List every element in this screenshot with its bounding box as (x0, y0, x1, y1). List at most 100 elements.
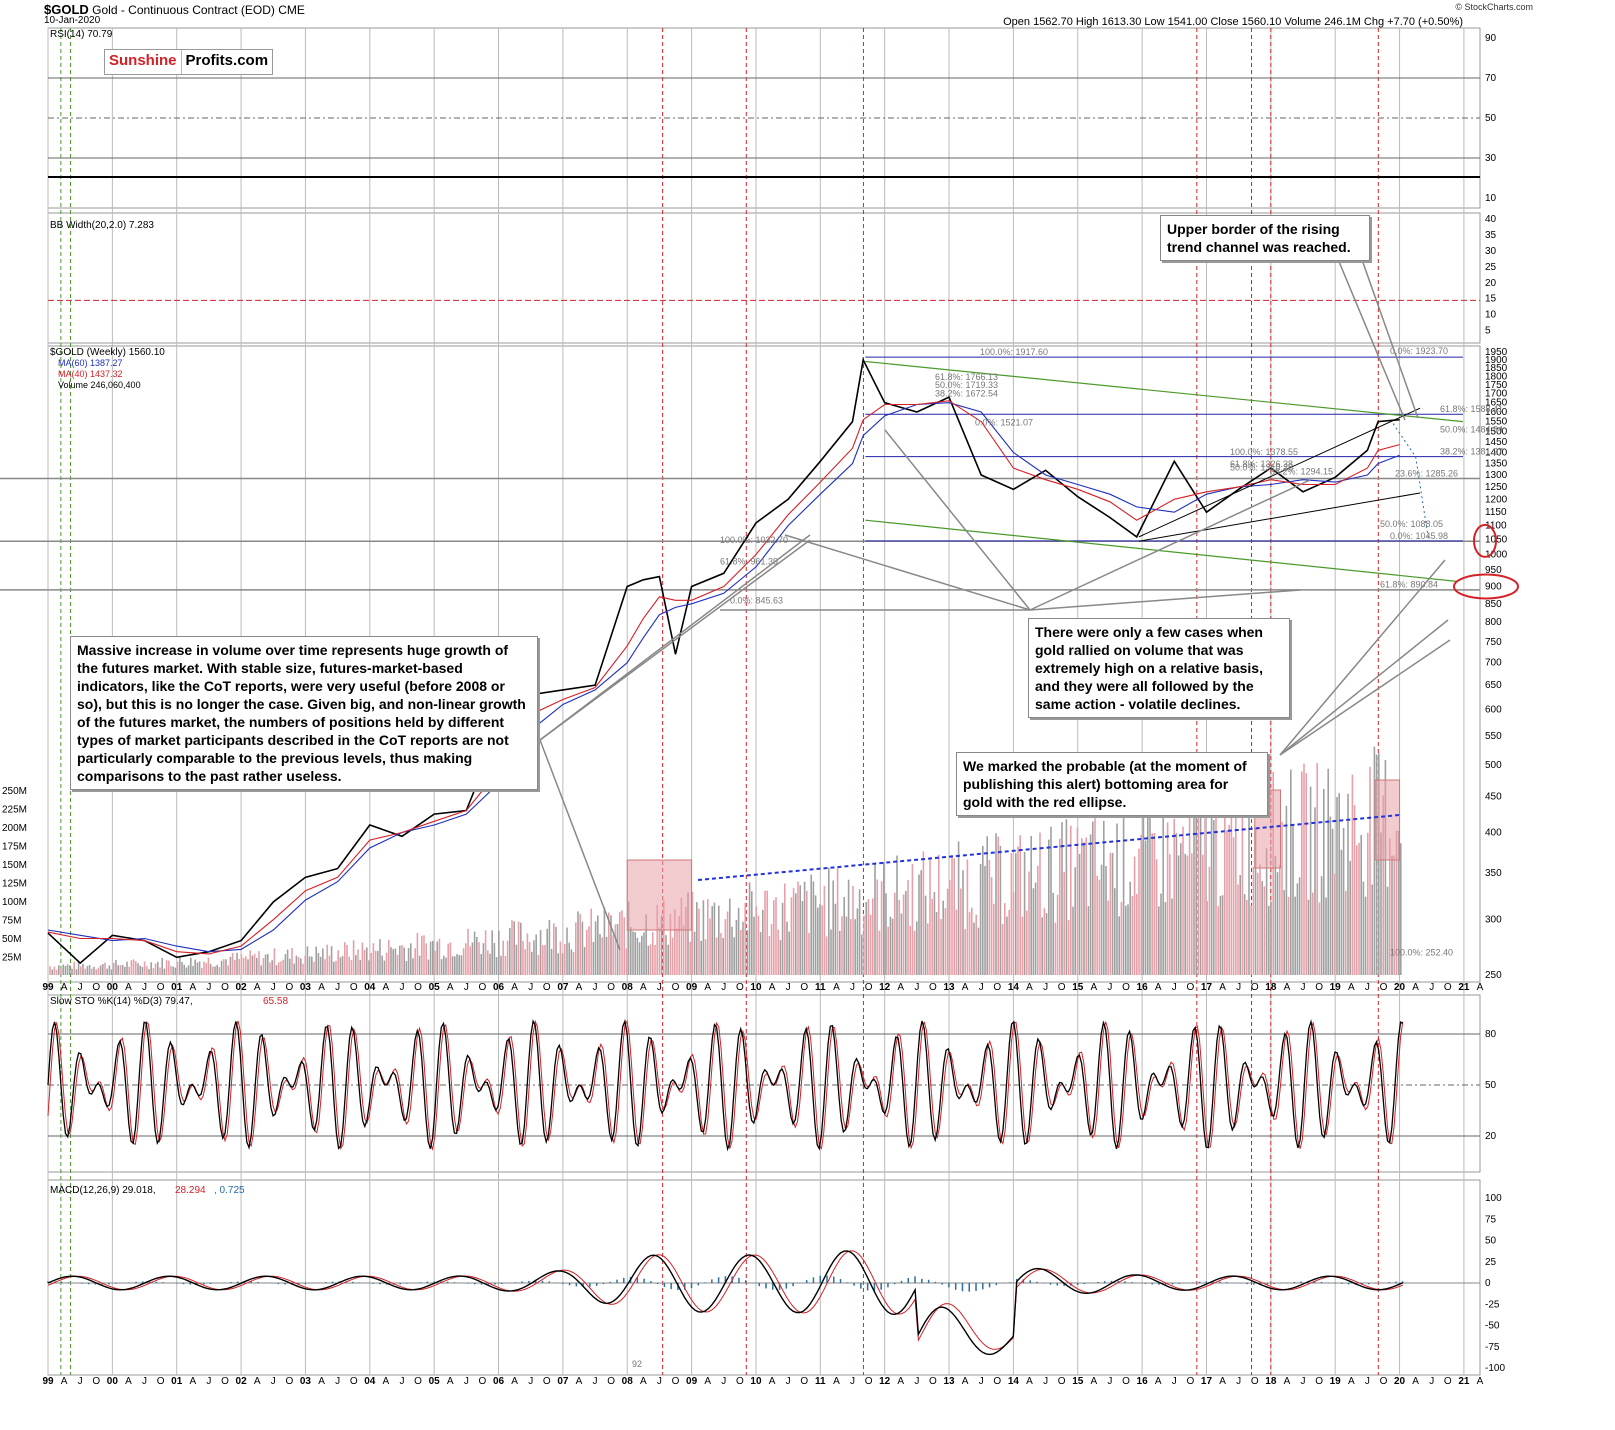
fib-label: 100.0%: 1032.70 (720, 535, 788, 545)
volume-tick: 200M (2, 823, 27, 834)
bb-tick: 40 (1485, 214, 1497, 225)
volume-highlight (626, 859, 693, 931)
x-tick-label: A (769, 1376, 776, 1387)
chart-date: 10-Jan-2020 (44, 15, 101, 26)
logo-part2: Profits.com (180, 50, 273, 74)
x-tick-label: A (125, 1376, 132, 1387)
x-tick-label: O (672, 1376, 680, 1387)
x-tick-label: J (914, 982, 919, 993)
x-tick-label: J (528, 982, 533, 993)
x-tick-label: J (1365, 982, 1370, 993)
ma60-label: MA(60) 1387.27 (58, 358, 123, 368)
price-tick: 1100 (1485, 521, 1507, 532)
ma60-line (47, 402, 1400, 953)
bb-tick: 10 (1485, 310, 1497, 321)
x-tick-label: J (786, 982, 791, 993)
x-tick-label: A (61, 982, 68, 993)
price-tick: 650 (1485, 680, 1502, 691)
copyright: © StockCharts.com (1455, 2, 1533, 12)
bb-tick: 15 (1485, 294, 1497, 305)
macd-line (47, 1250, 1404, 1356)
x-tick-label: O (350, 1376, 358, 1387)
fib-label: 61.8%: 890.84 (1380, 580, 1438, 590)
x-tick-label: 19 (1330, 982, 1342, 993)
x-tick-label: A (511, 982, 518, 993)
x-tick-label: 05 (429, 982, 441, 993)
x-tick-label: 10 (750, 982, 762, 993)
x-tick-label: J (850, 982, 855, 993)
macd-tick: -75 (1485, 1342, 1500, 1353)
x-tick-label: 09 (686, 982, 698, 993)
x-tick-label: O (1186, 982, 1194, 993)
x-tick-label: A (704, 982, 711, 993)
x-tick-label: J (1043, 982, 1048, 993)
x-tick-label: J (1301, 982, 1306, 993)
x-tick-label: J (1043, 1376, 1048, 1387)
x-tick-label: J (206, 982, 211, 993)
projected-path (1392, 423, 1430, 540)
fib-label: 38.2%: 1294.15 (1270, 466, 1333, 476)
x-tick-label: J (142, 1376, 147, 1387)
callout-arrow (1279, 559, 1446, 756)
bb-tick: 35 (1485, 230, 1497, 241)
fib-label: 50.0%: 1088.05 (1380, 519, 1443, 529)
price-tick: 1750 (1485, 380, 1508, 391)
green-trendline (865, 360, 1464, 423)
x-tick-label: A (254, 1376, 261, 1387)
callout-arrow (884, 429, 1031, 611)
callout-arrow (1329, 239, 1406, 421)
x-tick-label: 17 (1201, 982, 1213, 993)
price-tick: 450 (1485, 792, 1502, 803)
target-ellipse-small (1473, 523, 1497, 558)
x-tick-label: O (1444, 982, 1452, 993)
x-tick-label: A (447, 982, 454, 993)
x-tick-label: 02 (236, 982, 248, 993)
price-tick: 950 (1485, 565, 1502, 576)
x-tick-label: 14 (1008, 1376, 1020, 1387)
volume-tick: 25M (2, 953, 21, 964)
sto-label: Slow STO %K(14) %D(3) 79.47, (50, 996, 193, 1007)
x-tick-label: A (704, 1376, 711, 1387)
annotation-bottoming: We marked the probable (at the moment of… (956, 752, 1268, 816)
x-tick-label: O (736, 1376, 744, 1387)
x-tick-label: J (1429, 1376, 1434, 1387)
x-tick-label: J (1107, 1376, 1112, 1387)
x-tick-label: O (543, 982, 551, 993)
macd-tick: 50 (1485, 1236, 1497, 1247)
rsi-tick: 10 (1485, 193, 1497, 204)
price-tick: 1850 (1485, 363, 1508, 374)
x-tick-label: 07 (557, 982, 569, 993)
x-tick-label: O (350, 982, 358, 993)
x-tick-label: A (640, 982, 647, 993)
x-tick-label: J (657, 1376, 662, 1387)
x-tick-label: O (1315, 1376, 1323, 1387)
x-tick-label: 01 (171, 982, 183, 993)
volume-tick: 125M (2, 879, 27, 890)
bb-tick: 30 (1485, 246, 1497, 257)
x-tick-label: A (1219, 1376, 1226, 1387)
x-tick-label: O (929, 982, 937, 993)
price-tick: 1000 (1485, 550, 1508, 561)
x-tick-label: 15 (1072, 1376, 1084, 1387)
price-tick: 600 (1485, 704, 1502, 715)
price-tick: 1200 (1485, 494, 1508, 505)
x-tick-label: O (1251, 1376, 1259, 1387)
x-tick-label: 19 (1330, 1376, 1342, 1387)
macd-tick: -50 (1485, 1321, 1500, 1332)
bb-tick: 5 (1485, 326, 1491, 337)
x-tick-label: O (736, 982, 744, 993)
x-tick-label: 04 (364, 1376, 376, 1387)
x-tick-label: A (125, 982, 132, 993)
price-label: $GOLD (Weekly) 1560.10 (50, 347, 165, 358)
target-ellipse (1453, 573, 1519, 600)
x-tick-label: 01 (171, 1376, 183, 1387)
x-tick-label: 03 (300, 1376, 312, 1387)
x-tick-label: J (657, 982, 662, 993)
price-tick: 1350 (1485, 459, 1508, 470)
x-tick-label: A (1477, 1376, 1484, 1387)
x-tick-label: 03 (300, 982, 312, 993)
volume-tick: 100M (2, 897, 27, 908)
x-tick-label: J (1107, 982, 1112, 993)
x-tick-label: A (1348, 1376, 1355, 1387)
x-tick-label: O (929, 1376, 937, 1387)
